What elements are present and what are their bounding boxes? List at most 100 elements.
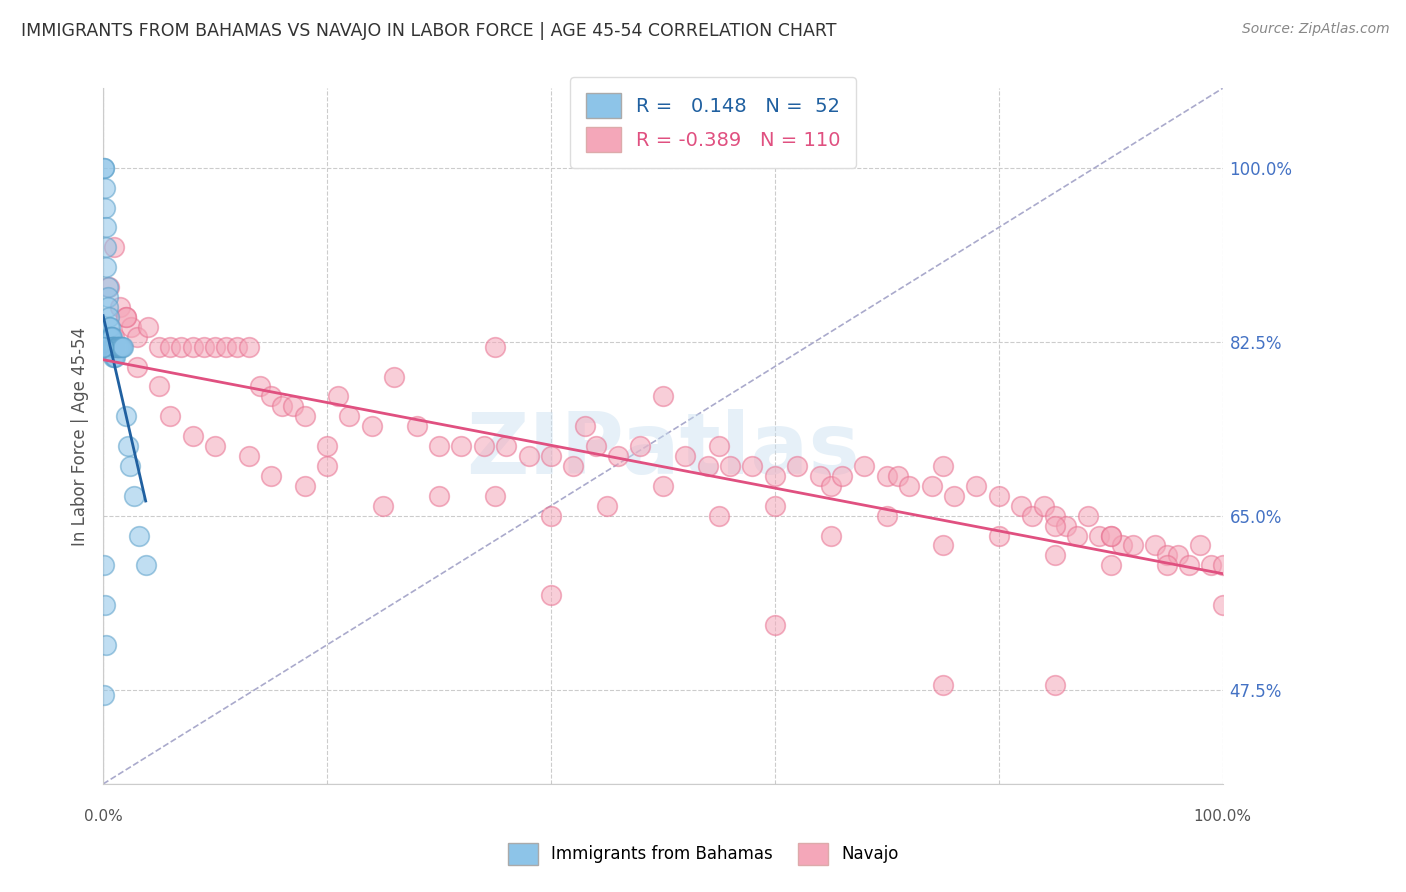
Point — [574, 419, 596, 434]
Point — [215, 340, 238, 354]
Point — [170, 340, 193, 354]
Point — [1077, 508, 1099, 523]
Point — [159, 409, 181, 424]
Point — [718, 458, 741, 473]
Point — [876, 469, 898, 483]
Point — [607, 449, 630, 463]
Point — [101, 340, 124, 354]
Point — [932, 677, 955, 691]
Point — [887, 469, 910, 483]
Point — [260, 469, 283, 483]
Point — [1167, 549, 1189, 563]
Point — [148, 379, 170, 393]
Point — [316, 439, 339, 453]
Point — [427, 439, 450, 453]
Point — [763, 499, 786, 513]
Point — [97, 300, 120, 314]
Point — [103, 340, 125, 354]
Point — [1189, 538, 1212, 552]
Point — [1043, 508, 1066, 523]
Point — [124, 489, 146, 503]
Point — [104, 350, 127, 364]
Point — [707, 439, 730, 453]
Point — [484, 340, 506, 354]
Point — [96, 638, 118, 652]
Y-axis label: In Labor Force | Age 45-54: In Labor Force | Age 45-54 — [72, 326, 89, 546]
Point — [987, 528, 1010, 542]
Point — [128, 528, 150, 542]
Point — [103, 340, 125, 354]
Point — [204, 340, 226, 354]
Text: 100.0%: 100.0% — [1194, 809, 1251, 824]
Point — [101, 340, 124, 354]
Point — [97, 310, 120, 324]
Point — [696, 458, 718, 473]
Point — [103, 350, 125, 364]
Point — [630, 439, 652, 453]
Point — [103, 340, 125, 354]
Point — [94, 201, 117, 215]
Point — [93, 161, 115, 175]
Point — [294, 409, 316, 424]
Text: IMMIGRANTS FROM BAHAMAS VS NAVAJO IN LABOR FORCE | AGE 45-54 CORRELATION CHART: IMMIGRANTS FROM BAHAMAS VS NAVAJO IN LAB… — [21, 22, 837, 40]
Point — [820, 528, 842, 542]
Point — [1144, 538, 1167, 552]
Point — [328, 389, 350, 403]
Point — [1111, 538, 1133, 552]
Point — [107, 340, 129, 354]
Point — [97, 280, 120, 294]
Point — [1032, 499, 1054, 513]
Point — [98, 340, 121, 354]
Point — [786, 458, 808, 473]
Point — [97, 290, 120, 304]
Point — [808, 469, 831, 483]
Point — [93, 688, 115, 702]
Point — [942, 489, 965, 503]
Point — [114, 409, 136, 424]
Point — [596, 499, 619, 513]
Point — [93, 558, 115, 573]
Point — [148, 340, 170, 354]
Point — [96, 220, 118, 235]
Point — [98, 330, 121, 344]
Point — [898, 479, 921, 493]
Point — [484, 489, 506, 503]
Point — [103, 330, 125, 344]
Point — [1088, 528, 1111, 542]
Point — [339, 409, 361, 424]
Point — [117, 439, 139, 453]
Point — [105, 340, 128, 354]
Point — [226, 340, 249, 354]
Point — [93, 161, 115, 175]
Point — [97, 330, 120, 344]
Point — [1021, 508, 1043, 523]
Point — [112, 340, 135, 354]
Point — [118, 458, 141, 473]
Point — [181, 429, 204, 443]
Point — [1201, 558, 1223, 573]
Legend: Immigrants from Bahamas, Navajo: Immigrants from Bahamas, Navajo — [499, 835, 907, 873]
Point — [94, 598, 117, 612]
Point — [125, 359, 148, 374]
Point — [965, 479, 987, 493]
Point — [1010, 499, 1032, 513]
Point — [382, 369, 405, 384]
Point — [1099, 558, 1122, 573]
Point — [1212, 598, 1234, 612]
Point — [125, 330, 148, 344]
Point — [472, 439, 495, 453]
Point — [540, 588, 562, 602]
Point — [135, 558, 157, 573]
Point — [450, 439, 472, 453]
Point — [673, 449, 696, 463]
Legend: R =   0.148   N =  52, R = -0.389   N = 110: R = 0.148 N = 52, R = -0.389 N = 110 — [571, 78, 856, 168]
Point — [100, 330, 122, 344]
Point — [932, 458, 955, 473]
Point — [249, 379, 271, 393]
Point — [159, 340, 181, 354]
Point — [100, 340, 122, 354]
Point — [100, 330, 122, 344]
Point — [97, 280, 120, 294]
Point — [294, 479, 316, 493]
Point — [1054, 518, 1077, 533]
